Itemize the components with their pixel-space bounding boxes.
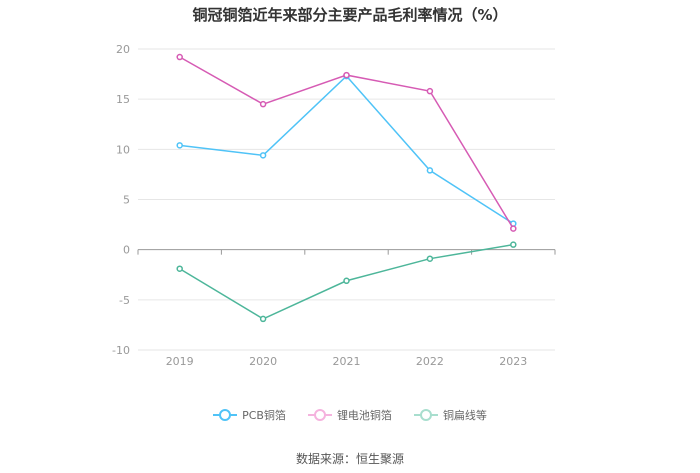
data-point-1-3	[426, 87, 434, 95]
data-point-2-3	[426, 255, 434, 262]
y-tick-label: 15	[116, 93, 130, 106]
legend-swatch-battery	[307, 409, 332, 421]
source-note: 数据来源：恒生聚源	[295, 452, 404, 466]
legend: PCB铜箔 锂电池铜箔 铜扁线等	[0, 407, 700, 423]
x-tick-label: 2022	[416, 355, 444, 368]
series-line-1	[179, 56, 514, 229]
legend-item-flat-wire[interactable]: 铜扁线等	[413, 407, 487, 423]
legend-swatch-pcb	[213, 409, 238, 421]
legend-item-pcb[interactable]: PCB铜箔	[213, 407, 286, 423]
data-point-0-3	[426, 167, 434, 174]
legend-label-pcb: PCB铜箔	[242, 409, 286, 422]
y-tick-label: -10	[112, 344, 130, 357]
data-point-2-2	[343, 277, 350, 285]
data-point-1-4	[510, 225, 517, 232]
y-tick-label: 5	[123, 194, 130, 207]
legend-item-battery[interactable]: 锂电池铜箔	[307, 407, 392, 423]
line-chart: 20 15 10 5 0 -5 -10 2019 2020 2021 2022 2023	[112, 43, 556, 368]
legend-swatch-flat-wire	[413, 409, 438, 421]
data-point-2-1	[259, 315, 267, 323]
data-point-1-1	[259, 100, 267, 108]
data-point-0-0	[176, 142, 183, 149]
data-point-0-1	[259, 152, 267, 159]
chart-title: 铜冠铜箔近年来部分主要产品毛利率情况（%）	[192, 6, 508, 24]
data-point-2-4	[510, 241, 517, 248]
x-tick-label: 2021	[333, 355, 361, 368]
x-tick-label: 2019	[166, 355, 194, 368]
y-tick-label: 20	[116, 43, 130, 56]
y-tick-label: -5	[119, 294, 130, 307]
y-tick-label: 0	[123, 244, 130, 257]
x-tick-label: 2023	[499, 355, 527, 368]
legend-label-flat-wire: 铜扁线等	[442, 409, 487, 422]
data-point-1-0	[176, 53, 183, 61]
legend-label-battery: 锂电池铜箔	[336, 409, 392, 422]
x-tick-label: 2020	[249, 355, 277, 368]
series-line-0	[179, 75, 514, 225]
data-point-2-0	[176, 265, 183, 272]
y-tick-label: 10	[116, 143, 130, 156]
data-point-1-2	[343, 71, 350, 79]
